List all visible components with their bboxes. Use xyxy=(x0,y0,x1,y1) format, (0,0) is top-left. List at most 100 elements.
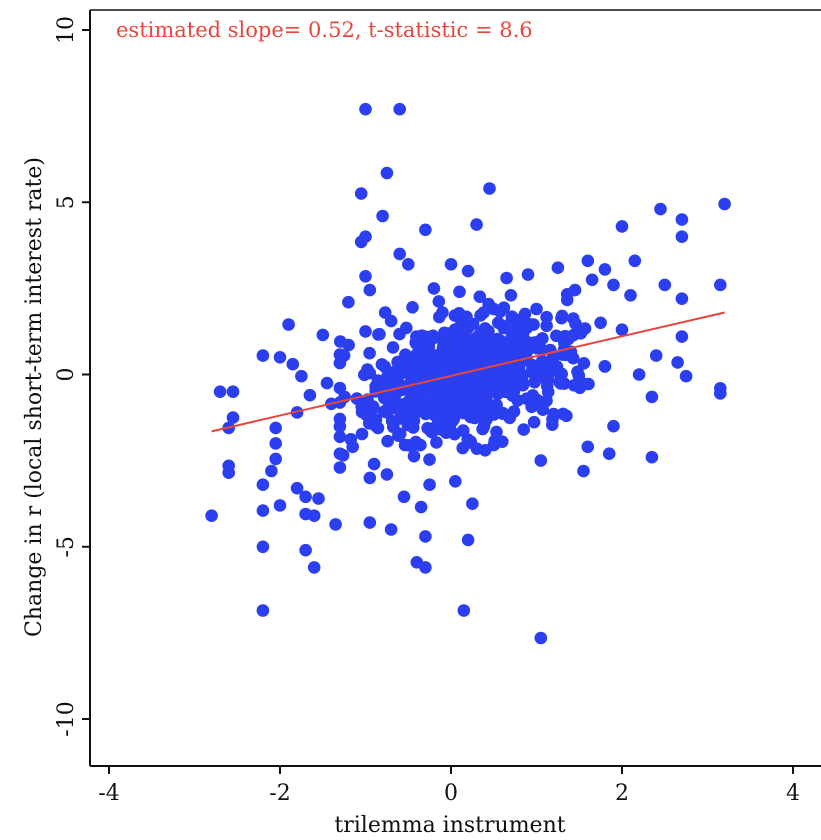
tick-labels: -4 -2 0 2 4 -10 -5 0 5 10 xyxy=(54,16,800,806)
data-point xyxy=(500,271,513,285)
data-point xyxy=(423,478,436,492)
data-point xyxy=(431,348,445,362)
data-point xyxy=(290,481,304,495)
data-point xyxy=(273,499,287,512)
data-point xyxy=(566,351,580,365)
data-point xyxy=(624,289,637,302)
data-point xyxy=(518,307,532,321)
data-point xyxy=(502,318,515,332)
data-point xyxy=(645,450,659,464)
y-tick-label: 10 xyxy=(54,16,79,44)
data-point xyxy=(413,341,427,354)
data-point xyxy=(577,357,591,370)
data-point xyxy=(512,361,526,374)
data-point xyxy=(457,604,471,617)
data-point xyxy=(427,282,441,295)
data-point xyxy=(546,418,559,432)
data-point xyxy=(568,283,582,297)
data-point xyxy=(498,376,512,390)
data-point xyxy=(333,420,347,433)
y-tick-label: -10 xyxy=(54,701,79,736)
data-point xyxy=(572,369,586,382)
data-point xyxy=(487,408,501,421)
data-point xyxy=(453,339,467,352)
y-axis-title: Change in r (local short-term interest r… xyxy=(22,157,47,637)
data-point xyxy=(632,368,646,381)
data-point xyxy=(403,397,417,411)
data-point xyxy=(387,420,400,434)
data-point xyxy=(628,254,642,268)
data-point xyxy=(534,454,548,467)
data-point xyxy=(358,368,371,382)
data-point xyxy=(256,540,270,554)
data-point xyxy=(714,387,727,400)
data-point xyxy=(359,325,372,338)
data-point xyxy=(536,403,550,417)
data-point xyxy=(380,166,394,180)
x-tick-label: -4 xyxy=(98,781,119,806)
data-point xyxy=(359,102,372,116)
data-point xyxy=(386,341,400,354)
data-point xyxy=(470,218,483,231)
data-point xyxy=(504,289,518,302)
data-point xyxy=(453,285,466,299)
data-point xyxy=(412,369,426,382)
data-point xyxy=(414,500,428,514)
data-point xyxy=(295,369,308,383)
data-point xyxy=(461,533,475,547)
data-point xyxy=(496,435,509,449)
data-point xyxy=(256,349,270,362)
data-point xyxy=(316,328,330,342)
data-point xyxy=(400,412,414,425)
x-tick-label: 2 xyxy=(615,781,629,806)
data-point xyxy=(453,389,467,403)
data-point xyxy=(307,561,321,574)
data-point xyxy=(444,258,458,271)
data-point xyxy=(436,306,449,319)
y-tick-label: 5 xyxy=(54,195,79,209)
data-point xyxy=(337,349,351,362)
data-point xyxy=(419,561,432,574)
data-point xyxy=(451,323,465,336)
data-point xyxy=(426,329,440,343)
data-point xyxy=(464,410,477,424)
data-point xyxy=(333,461,347,474)
data-point xyxy=(414,399,428,413)
data-point xyxy=(598,360,612,373)
data-point xyxy=(381,434,394,448)
data-point xyxy=(377,405,391,418)
x-axis-title: trilemma instrument xyxy=(334,813,565,838)
data-point xyxy=(299,490,312,504)
data-point xyxy=(714,278,727,292)
data-point xyxy=(419,223,432,237)
data-point xyxy=(487,302,501,316)
data-point xyxy=(675,230,689,243)
data-point xyxy=(658,278,672,292)
data-point xyxy=(286,357,300,371)
data-point xyxy=(419,380,432,394)
data-point xyxy=(551,261,565,275)
data-point xyxy=(536,332,549,345)
data-point xyxy=(449,475,462,488)
data-point xyxy=(649,349,663,362)
data-point xyxy=(517,423,530,436)
data-point xyxy=(481,396,495,410)
data-point xyxy=(406,301,419,314)
data-point xyxy=(432,295,446,308)
data-point xyxy=(581,440,595,454)
slope-annotation: estimated slope= 0.52, t-statistic = 8.6 xyxy=(116,18,533,42)
data-point xyxy=(581,254,595,268)
data-point xyxy=(671,356,684,369)
data-point xyxy=(520,392,533,406)
data-point xyxy=(367,457,381,471)
data-point xyxy=(454,312,467,326)
data-point xyxy=(530,302,543,316)
data-point xyxy=(226,385,240,399)
data-point xyxy=(461,322,474,336)
data-point xyxy=(269,437,283,450)
data-point xyxy=(546,352,560,365)
data-point xyxy=(376,209,389,223)
data-point xyxy=(489,344,502,357)
data-point xyxy=(582,377,595,391)
